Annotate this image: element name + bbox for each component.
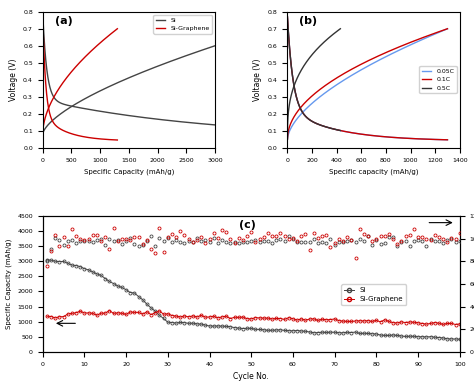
Si-Graphene xyxy=(453,322,458,327)
Y-axis label: Specific Capacity (mAh/g): Specific Capacity (mAh/g) xyxy=(5,239,12,329)
Si xyxy=(436,335,442,340)
Line: Si-Graphene: Si-Graphene xyxy=(46,309,461,326)
Legend: Si, Si-Graphene: Si, Si-Graphene xyxy=(341,284,406,305)
Si-Graphene xyxy=(457,321,463,326)
Legend: Si, Si-Graphene: Si, Si-Graphene xyxy=(153,15,212,34)
Si xyxy=(123,287,129,292)
Si xyxy=(290,328,296,333)
Y-axis label: Voltage (V): Voltage (V) xyxy=(9,59,18,101)
Si-Graphene xyxy=(128,310,133,314)
X-axis label: Specific Capacity (mAh/g): Specific Capacity (mAh/g) xyxy=(83,168,174,174)
Legend: 0.05C, 0.1C, 0.5C: 0.05C, 0.1C, 0.5C xyxy=(419,66,456,93)
X-axis label: Cycle No.: Cycle No. xyxy=(233,372,269,381)
Si-Graphene xyxy=(144,309,150,314)
Line: Si: Si xyxy=(46,258,461,341)
Si xyxy=(424,335,429,339)
Si-Graphene xyxy=(107,308,112,313)
Si xyxy=(457,337,463,342)
Si-Graphene xyxy=(261,316,266,321)
Si xyxy=(44,257,50,262)
Si-Graphene xyxy=(428,321,433,326)
Si-Graphene xyxy=(440,322,446,327)
Text: (c): (c) xyxy=(239,220,255,230)
Text: (b): (b) xyxy=(300,16,318,26)
X-axis label: Specific capacity (mAh/g): Specific capacity (mAh/g) xyxy=(329,168,419,174)
Si-Graphene xyxy=(44,314,50,319)
Y-axis label: Voltage (V): Voltage (V) xyxy=(253,59,262,101)
Text: (a): (a) xyxy=(55,16,73,26)
Si-Graphene xyxy=(294,318,300,323)
Si xyxy=(140,298,146,302)
Si xyxy=(257,327,263,332)
